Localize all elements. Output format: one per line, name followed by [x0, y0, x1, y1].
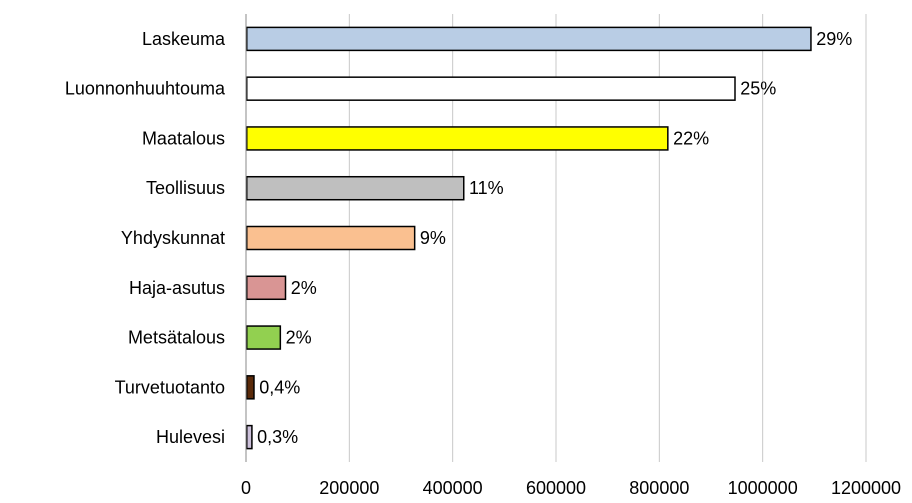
- data-label-teollisuus: 11%: [469, 178, 504, 198]
- data-label-laskeuma: 29%: [816, 29, 852, 49]
- bar-turvetuotanto: [246, 375, 255, 400]
- x-tick-label-200000: 200000: [319, 478, 379, 498]
- category-label-luonnonhuuhtouma: Luonnonhuuhtouma: [65, 79, 226, 99]
- x-tick-label-800000: 800000: [629, 478, 689, 498]
- bar-yhdyskunnat: [246, 225, 416, 251]
- x-tick-label-1000000: 1000000: [728, 478, 798, 498]
- x-tick-label-1200000: 1200000: [831, 478, 901, 498]
- category-label-teollisuus: Teollisuus: [146, 178, 225, 198]
- data-labels: 29% 25% 22% 11% 9% 2% 2% 0,4% 0,3%: [257, 29, 852, 447]
- data-label-maatalous: 22%: [673, 128, 709, 148]
- data-label-luonnonhuuhtouma: 25%: [740, 79, 776, 99]
- data-label-metsatalous: 2%: [286, 328, 312, 348]
- bar-teollisuus: [246, 175, 465, 201]
- x-tick-label-0: 0: [241, 478, 251, 498]
- x-tick-label-400000: 400000: [423, 478, 483, 498]
- category-label-haja-asutus: Haja-asutus: [129, 278, 225, 298]
- category-label-turvetuotanto: Turvetuotanto: [115, 377, 225, 397]
- bars: [246, 26, 812, 450]
- x-tick-label-600000: 600000: [526, 478, 586, 498]
- category-labels: Laskeuma Luonnonhuuhtouma Maatalous Teollis…: [65, 29, 226, 447]
- bar-hulevesi: [246, 424, 253, 450]
- bar-haja-asutus: [246, 275, 287, 301]
- category-label-maatalous: Maatalous: [142, 128, 225, 148]
- data-label-hulevesi: 0,3%: [257, 427, 298, 447]
- category-label-metsatalous: Metsätalous: [128, 328, 225, 348]
- category-label-yhdyskunnat: Yhdyskunnat: [121, 228, 225, 248]
- bar-luonnonhuuhtouma: [246, 76, 736, 101]
- data-label-yhdyskunnat: 9%: [420, 228, 446, 248]
- bar-laskeuma: [246, 26, 812, 52]
- category-label-hulevesi: Hulevesi: [156, 427, 225, 447]
- data-label-haja-asutus: 2%: [291, 278, 317, 298]
- x-tick-labels: 0 200000 400000 600000 800000 1000000 1200000: [241, 478, 901, 498]
- bar-metsatalous: [246, 325, 282, 350]
- bar-maatalous: [246, 126, 669, 151]
- category-label-laskeuma: Laskeuma: [142, 29, 226, 49]
- data-label-turvetuotanto: 0,4%: [259, 377, 300, 397]
